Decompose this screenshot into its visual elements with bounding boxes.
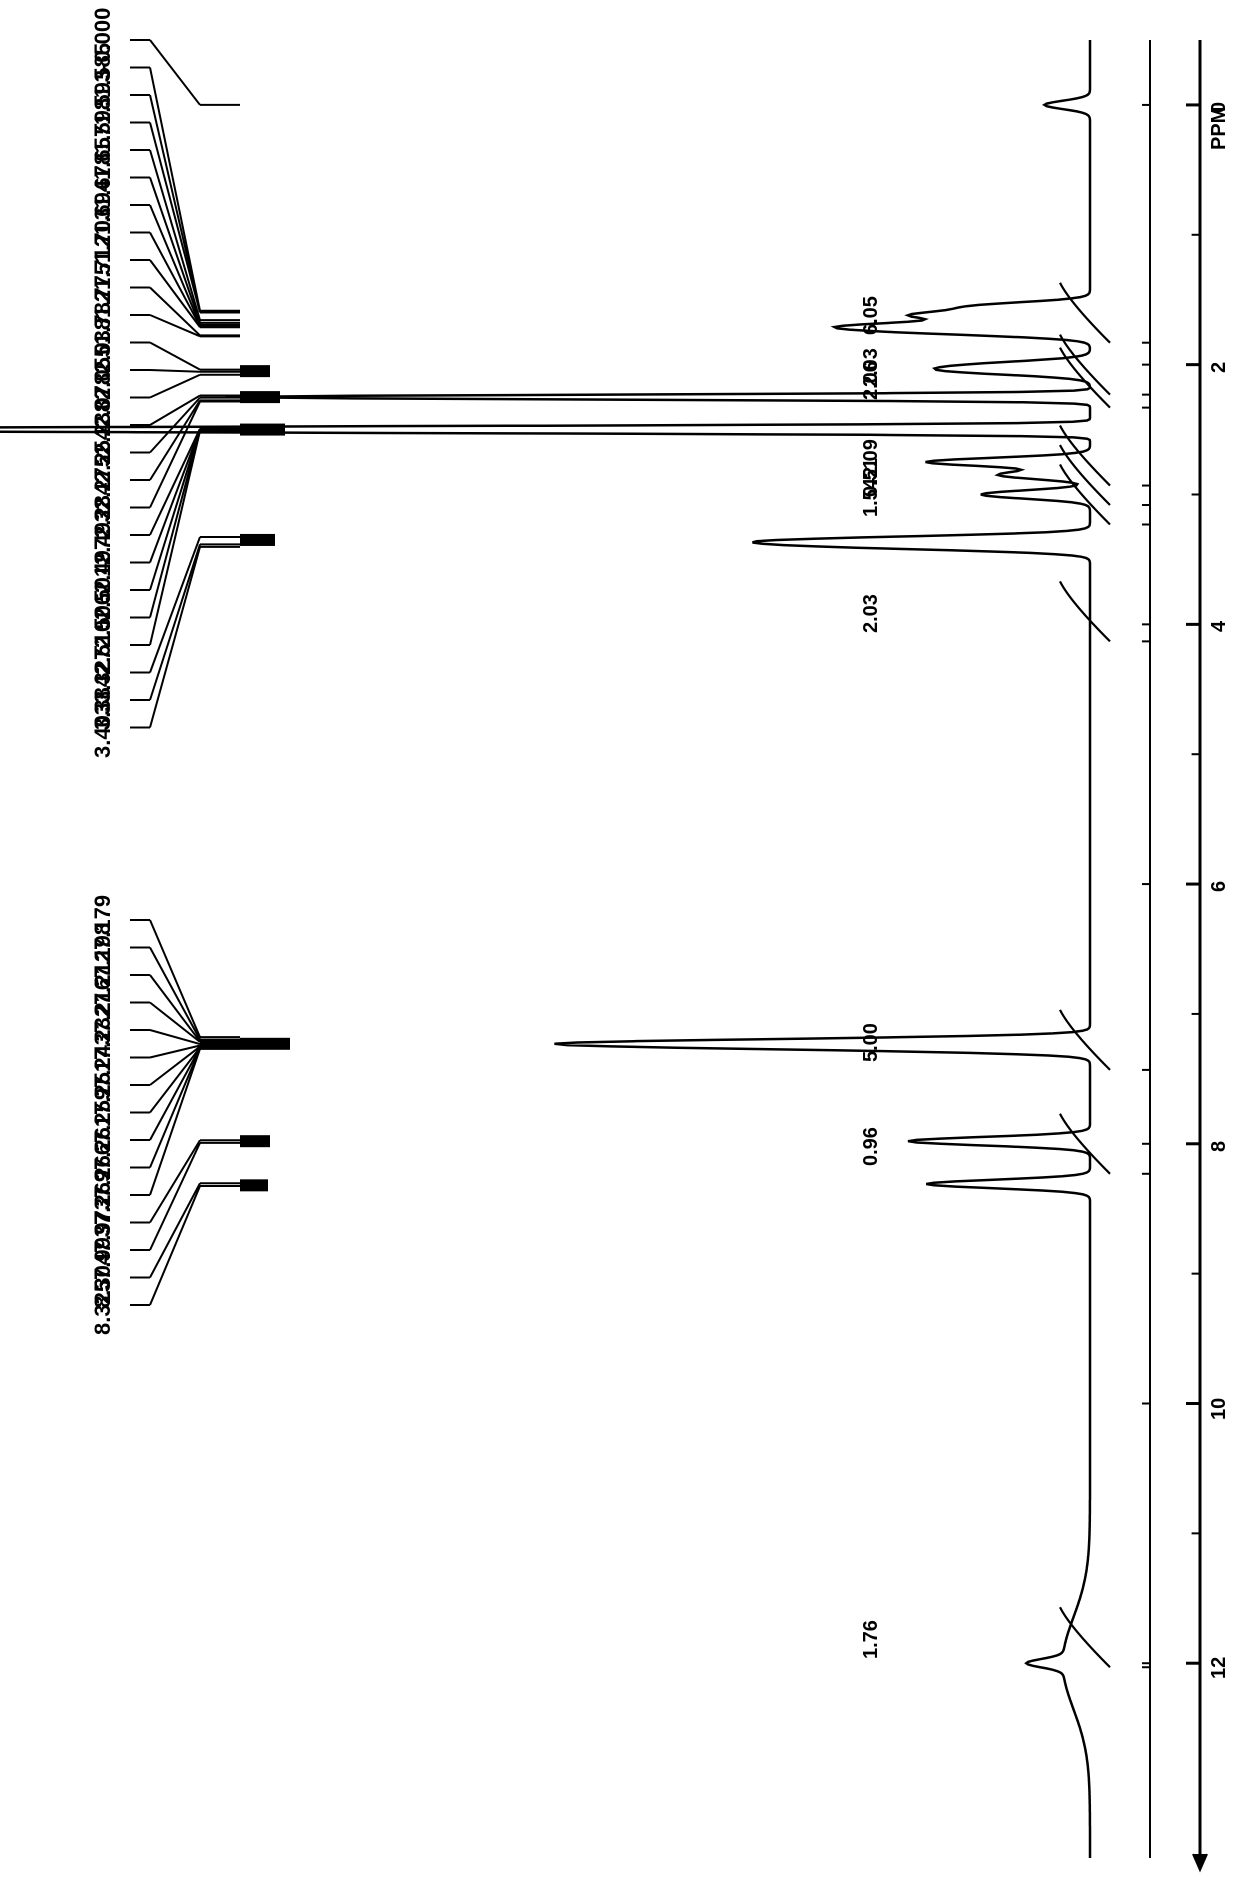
axis-tick-label: 2 (1208, 362, 1231, 373)
peak-ppm-label: 8.325 (90, 1280, 116, 1335)
integration-label: 6.05 (860, 296, 883, 335)
axis-tick-label: 4 (1208, 621, 1231, 632)
axis-tick-label: 8 (1208, 1141, 1231, 1152)
axis-unit-label: PPM (1208, 107, 1231, 150)
axis-tick-label: 10 (1208, 1397, 1231, 1419)
integration-label: 2.03 (860, 594, 883, 633)
integration-label: 5.00 (860, 1023, 883, 1062)
integration-label: 0.96 (860, 1127, 883, 1166)
peak-ppm-label: 3.403 (90, 702, 116, 757)
axis-tick-label: 12 (1208, 1657, 1231, 1679)
axis-tick-label: 6 (1208, 881, 1231, 892)
integration-label: 2.06 (860, 361, 883, 400)
integration-label: 1.54 (860, 478, 883, 517)
integration-label: 1.76 (860, 1620, 883, 1659)
